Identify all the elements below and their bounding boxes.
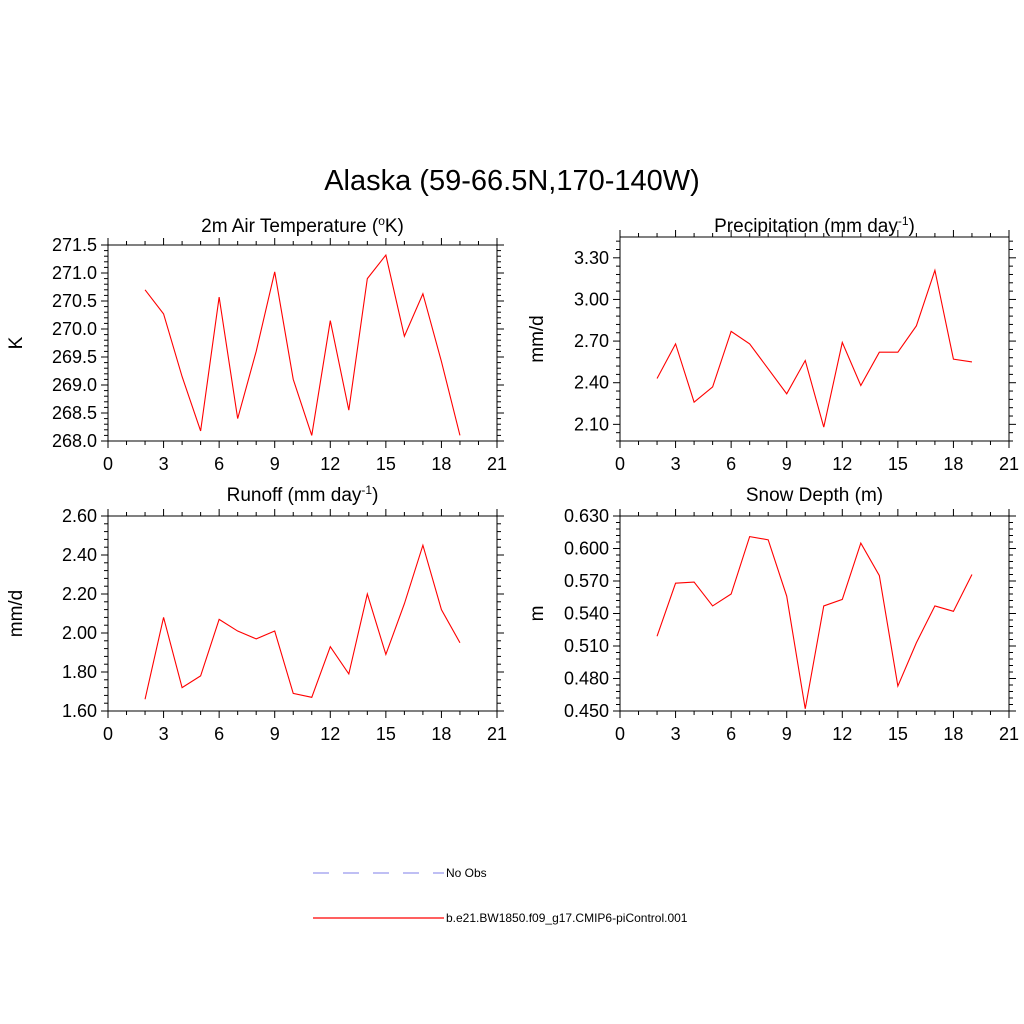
y-tick-label: 2.40 [62,545,97,565]
y-tick-label: 270.5 [52,291,97,311]
panel-title: Snow Depth (m) [746,485,883,506]
y-axis-label: m [527,606,548,622]
x-tick-label: 12 [832,724,852,744]
x-tick-label: 3 [671,724,681,744]
plot-frame [619,515,1010,712]
x-tick-label: 0 [103,724,113,744]
y-tick-label: 2.00 [62,623,97,643]
y-tick-label: 1.80 [62,662,97,682]
panel-title: Runoff (mm day-1) [227,483,379,506]
chart-panel-4: 0 3 6 9 12 15 18 21 0.450 0.480 0.510 0.540 0.570 0.6… [527,485,1019,744]
x-tick-label: 12 [320,724,340,744]
x-tick-label: 15 [376,724,396,744]
chart-panel-1: 0 3 6 9 12 15 18 21 268.0 268.5 269.0 269.5 270.0 270… [6,214,507,474]
x-tick-label: 6 [726,724,736,744]
x-tick-label: 15 [376,454,396,474]
plot-frame [107,515,498,712]
y-tick-label: 269.0 [52,375,97,395]
y-tick-label: 0.540 [564,604,609,624]
series-line [656,535,973,709]
legend-label: No Obs [446,866,487,880]
x-tick-label: 9 [782,724,792,744]
chart-panel-3: 0 3 6 9 12 15 18 21 1.60 1.80 2.00 2.20 2.40 2.60 Runo… [6,483,507,744]
y-tick-label: 268.5 [52,403,97,423]
y-tick-label: 270.0 [52,319,97,339]
x-tick-label: 18 [431,724,451,744]
x-tick-label: 18 [943,454,963,474]
y-tick-label: 2.10 [574,414,609,434]
y-tick-label: 0.600 [564,539,609,559]
x-tick-label: 9 [270,454,280,474]
legend-label: b.e21.BW1850.f09_g17.CMIP6-piControl.001 [446,911,688,925]
y-tick-label: 269.5 [52,347,97,367]
x-tick-label: 18 [431,454,451,474]
series-line [144,543,461,700]
x-tick-label: 9 [782,454,792,474]
y-tick-label: 2.20 [62,584,97,604]
x-tick-label: 0 [103,454,113,474]
y-tick-label: 1.60 [62,701,97,721]
series-line [656,268,973,428]
x-tick-label: 3 [671,454,681,474]
chart-panel-2: 0 3 6 9 12 15 18 21 2.10 2.40 2.70 3.00 3.30 Precipit… [527,214,1019,474]
y-tick-label: 268.0 [52,431,97,451]
panels: 0 3 6 9 12 15 18 21 268.0 268.5 269.0 269.5 270.0 270… [6,214,1019,744]
y-tick-label: 2.40 [574,373,609,393]
x-tick-label: 9 [270,724,280,744]
y-tick-label: 3.00 [574,289,609,309]
y-tick-label: 271.0 [52,263,97,283]
x-tick-label: 18 [943,724,963,744]
y-tick-label: 0.570 [564,571,609,591]
x-tick-label: 21 [999,454,1019,474]
x-tick-label: 21 [487,454,507,474]
y-tick-label: 2.60 [62,506,97,526]
x-tick-label: 21 [999,724,1019,744]
y-tick-label: 3.30 [574,248,609,268]
y-tick-label: 0.450 [564,701,609,721]
series-line [144,253,461,436]
x-tick-label: 12 [832,454,852,474]
panel-title: 2m Air Temperature (oK) [201,214,404,237]
y-axis-label: K [6,336,27,349]
y-tick-label: 0.630 [564,506,609,526]
y-axis-label: mm/d [6,590,27,638]
main-title: Alaska (59-66.5N,170-140W) [324,165,700,197]
x-tick-label: 15 [888,454,908,474]
x-tick-label: 3 [159,724,169,744]
x-tick-label: 0 [615,454,625,474]
y-axis-label: mm/d [527,315,548,363]
x-tick-label: 6 [726,454,736,474]
x-tick-label: 12 [320,454,340,474]
y-tick-label: 2.70 [574,331,609,351]
legend: No Obs b.e21.BW1850.f09_g17.CMIP6-piContr… [313,866,688,925]
panel-title: Precipitation (mm day-1) [714,214,915,237]
x-tick-label: 15 [888,724,908,744]
x-tick-label: 6 [214,724,224,744]
y-tick-label: 0.510 [564,636,609,656]
x-tick-label: 0 [615,724,625,744]
x-tick-label: 21 [487,724,507,744]
plot-frame [619,236,1010,442]
plot-frame [107,244,498,442]
x-tick-label: 6 [214,454,224,474]
y-tick-label: 0.480 [564,669,609,689]
x-tick-label: 3 [159,454,169,474]
y-tick-label: 271.5 [52,235,97,255]
